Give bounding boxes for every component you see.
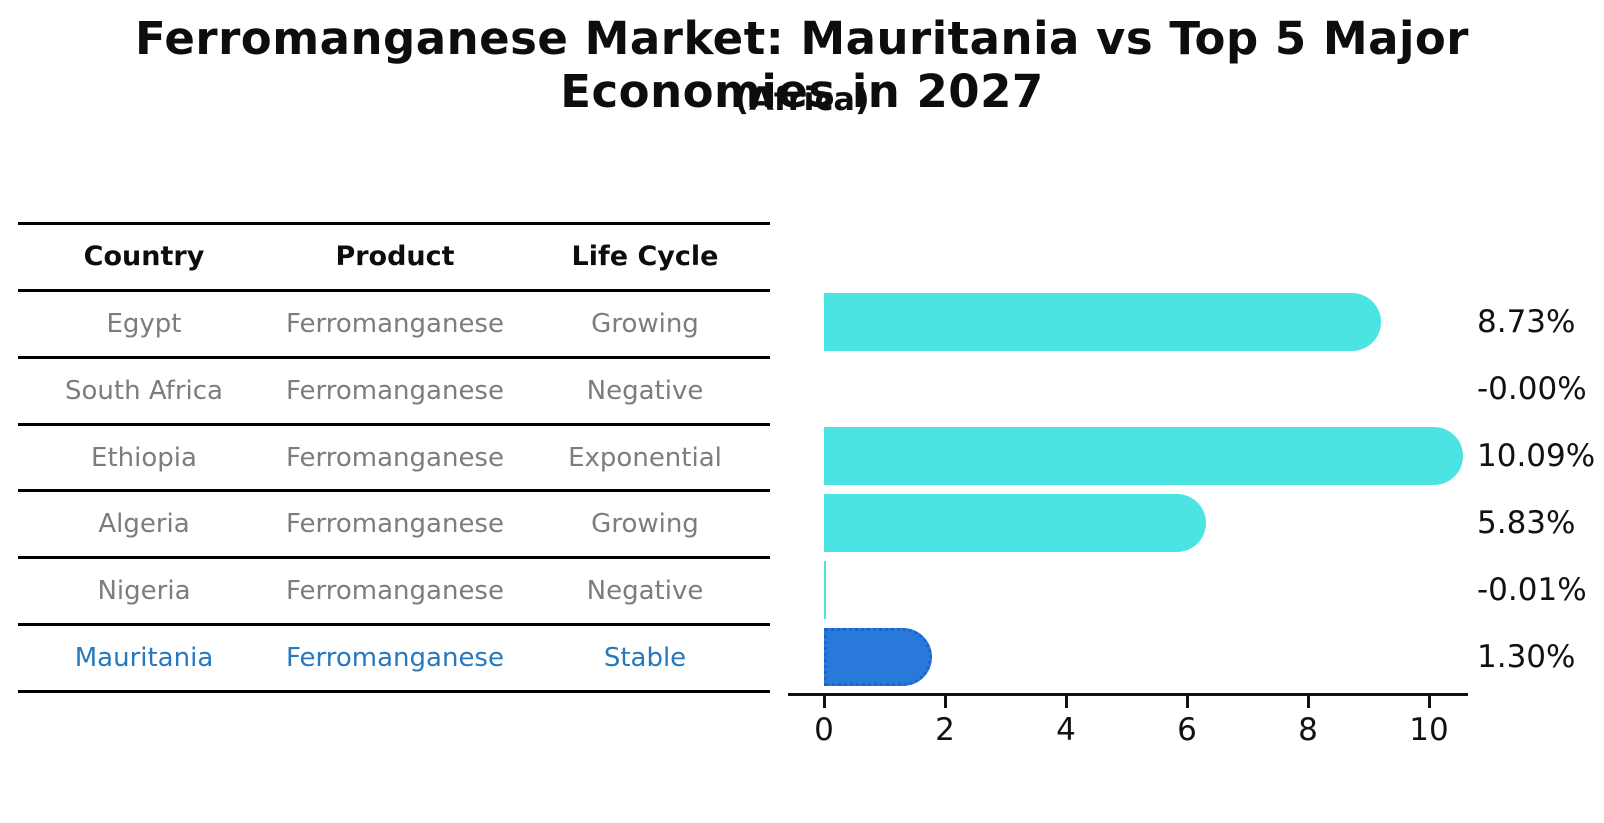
x-axis-tick (1185, 696, 1189, 708)
country-cell: Egypt (106, 308, 182, 339)
country-cell: Mauritania (74, 643, 214, 674)
value-label-mauritania: 1.30% (1477, 638, 1576, 675)
product-cell: Ferromanganese (286, 375, 504, 406)
x-axis-tick-label: 2 (935, 712, 955, 748)
table-header-row: Country Product Life Cycle (18, 225, 770, 292)
value-label-algeria: 5.83% (1477, 504, 1576, 541)
table-row-south-africa: South Africa Ferromanganese Negative (18, 359, 770, 426)
x-axis-tick-label: 4 (1056, 712, 1076, 748)
x-axis-tick (1427, 696, 1431, 708)
product-cell: Ferromanganese (286, 509, 504, 540)
product-cell: Ferromanganese (286, 643, 504, 674)
value-label-nigeria: -0.01% (1477, 571, 1587, 608)
data-table: Country Product Life Cycle Egypt Ferroman… (18, 222, 770, 694)
column-header-life-cycle: Life Cycle (571, 241, 719, 273)
product-cell: Ferromanganese (286, 308, 504, 339)
x-axis-tick-label: 8 (1298, 712, 1318, 748)
country-cell: Algeria (98, 509, 190, 540)
bar-algeria (824, 493, 1206, 552)
product-cell: Ferromanganese (286, 576, 504, 607)
chart-subtitle: (Africa) (734, 80, 870, 118)
life-cycle-cell: Exponential (568, 442, 722, 473)
value-label-egypt: 8.73% (1477, 304, 1576, 341)
column-header-country: Country (83, 241, 205, 273)
life-cycle-cell: Negative (586, 375, 704, 406)
table-row-ethiopia: Ethiopia Ferromanganese Exponential (18, 426, 770, 493)
chart-title: Ferromanganese Market: Mauritania vs Top… (134, 12, 1469, 118)
life-cycle-cell: Growing (591, 308, 699, 339)
x-axis-tick (1306, 696, 1310, 708)
bar-ethiopia (824, 427, 1464, 485)
table-row-mauritania: Mauritania Ferromanganese Stable (18, 626, 770, 694)
life-cycle-cell: Negative (586, 576, 704, 607)
x-axis-tick-label: 0 (814, 712, 834, 748)
column-header-product: Product (335, 241, 455, 273)
x-axis-tick-label: 6 (1177, 712, 1197, 748)
x-axis-tick (1064, 696, 1068, 708)
product-cell: Ferromanganese (286, 442, 504, 473)
value-label-ethiopia: 10.09% (1477, 438, 1596, 474)
bar-nigeria (824, 560, 826, 619)
table-row-nigeria: Nigeria Ferromanganese Negative (18, 559, 770, 627)
life-cycle-cell: Growing (591, 509, 699, 540)
table-row-egypt: Egypt Ferromanganese Growing (18, 292, 770, 359)
x-axis-line (788, 693, 1468, 696)
country-cell: Nigeria (97, 576, 191, 607)
country-cell: South Africa (65, 375, 223, 406)
country-cell: Ethiopia (91, 442, 197, 473)
x-axis-tick-label: 10 (1409, 712, 1449, 748)
value-label-south-africa: -0.00% (1477, 371, 1587, 408)
life-cycle-cell: Stable (603, 643, 687, 674)
table-row-algeria: Algeria Ferromanganese Growing (18, 492, 770, 560)
bar-mauritania (824, 627, 932, 686)
x-axis-tick (822, 696, 826, 708)
bar-egypt (824, 293, 1382, 352)
x-axis-tick (943, 696, 947, 708)
